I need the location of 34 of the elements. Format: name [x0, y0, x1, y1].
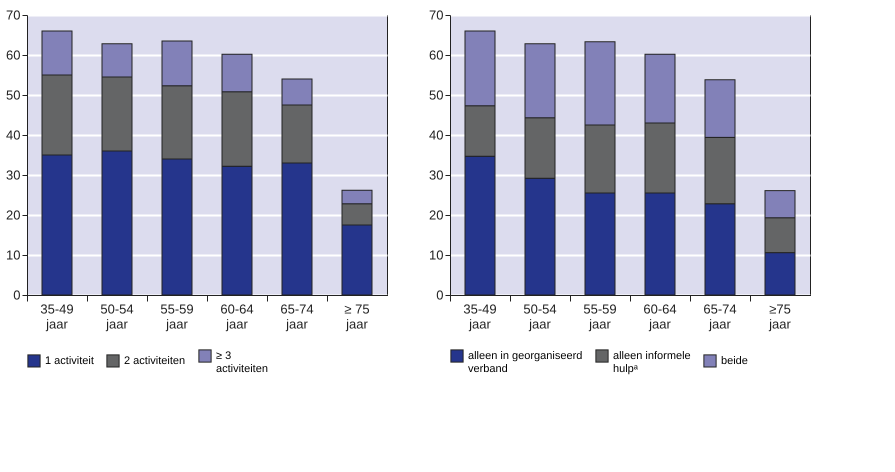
legend-label: alleen in georganiseerd verband	[468, 350, 582, 375]
x-tick-label: 65-74 jaar	[280, 302, 314, 332]
x-tick-label: 55-59 jaar	[583, 302, 617, 332]
y-tick-label: 10	[429, 248, 444, 262]
x-tick-label: 50-54 jaar	[100, 302, 134, 332]
y-tick-label: 0	[436, 288, 444, 302]
x-tick-label: 60-64 jaar	[643, 302, 677, 332]
x-tick-label: 50-54 jaar	[523, 302, 557, 332]
legend-label: ≥ 3 activiteiten	[216, 350, 268, 375]
x-tick-label: 55-59 jaar	[160, 302, 194, 332]
y-tick-label: 30	[429, 168, 444, 182]
y-tick-label: 20	[429, 208, 444, 222]
y-tick-label: 70	[429, 8, 444, 22]
x-tick-label: 65-74 jaar	[703, 302, 737, 332]
y-tick-label: 70	[6, 8, 20, 22]
legend-label: 2 activiteiten	[124, 354, 186, 367]
legend-label: alleen informele hulpᵃ	[613, 350, 691, 375]
y-tick-label: 20	[6, 208, 20, 222]
legend-label: beide	[721, 354, 748, 367]
legend-label: 1 activiteit	[45, 354, 94, 367]
y-tick-label: 40	[429, 128, 444, 142]
y-tick-label: 50	[6, 88, 20, 102]
y-tick-label: 60	[429, 48, 444, 62]
y-tick-label: 0	[13, 288, 20, 302]
y-tick-label: 60	[6, 48, 20, 62]
x-tick-label: 35-49 jaar	[40, 302, 74, 332]
y-tick-label: 50	[429, 88, 444, 102]
y-tick-label: 10	[6, 248, 20, 262]
x-tick-label: 35-49 jaar	[463, 302, 497, 332]
x-tick-label: 60-64 jaar	[220, 302, 254, 332]
y-tick-label: 30	[6, 168, 20, 182]
x-tick-label: ≥75 jaar	[768, 302, 792, 332]
x-tick-label: ≥ 75 jaar	[344, 302, 370, 332]
y-tick-label: 40	[6, 128, 20, 142]
